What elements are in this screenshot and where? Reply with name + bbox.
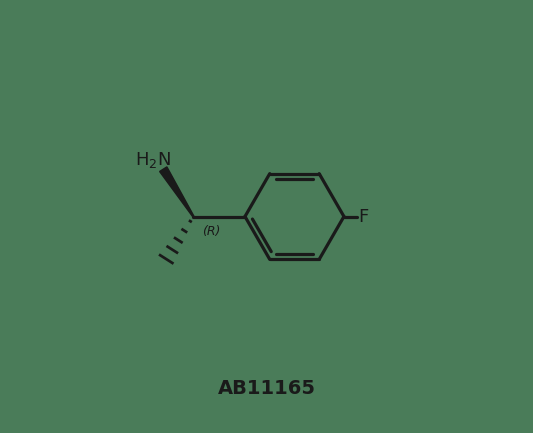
Text: F: F [358,207,368,226]
Text: H$_2$N: H$_2$N [134,150,171,170]
Text: (R): (R) [202,225,220,238]
Polygon shape [159,167,194,217]
Text: AB11165: AB11165 [217,379,316,398]
